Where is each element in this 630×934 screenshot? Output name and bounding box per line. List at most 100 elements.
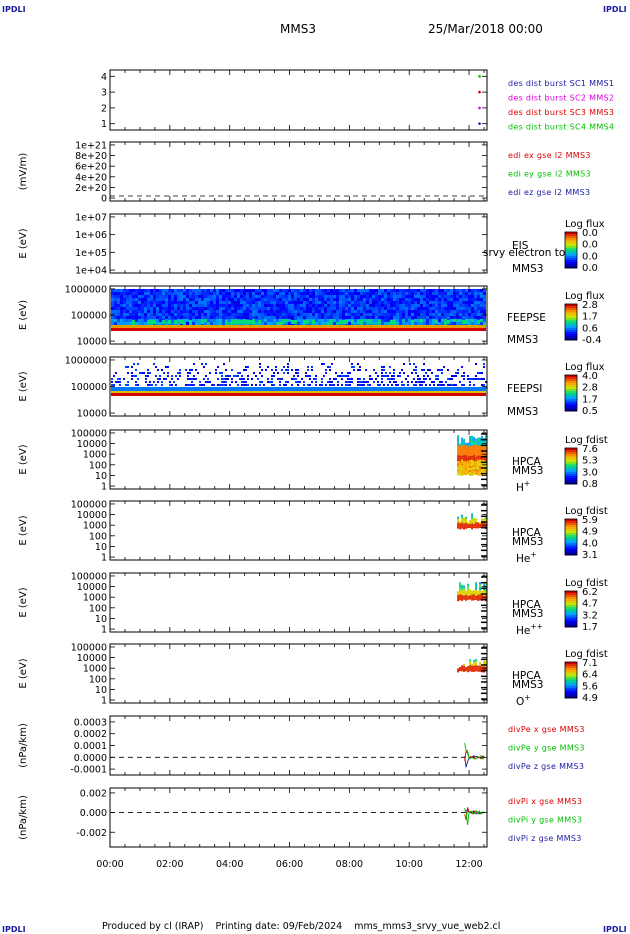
spectrogram-cell (234, 320, 237, 324)
spectrogram-cell (438, 289, 441, 292)
spectrogram-cell (438, 316, 441, 319)
spectrogram-cell (141, 319, 144, 322)
spectrogram-cell (467, 591, 470, 594)
spectrogram-cell (467, 522, 470, 525)
colorbar-cell (565, 607, 577, 610)
spectrogram-cell (207, 304, 210, 307)
spectrogram-cell (475, 444, 478, 447)
spectrogram-cell (231, 369, 233, 371)
spectrogram-cell (163, 372, 165, 374)
spectrogram-cell (405, 310, 408, 313)
spectrogram-cell (330, 313, 333, 316)
spectrogram-cell (273, 301, 276, 304)
spectrogram-cell (237, 375, 239, 377)
spectrogram-cell (333, 378, 335, 380)
spectrogram-cell (471, 596, 474, 599)
spectrogram-cell (197, 372, 199, 374)
spectrogram-cell (467, 375, 469, 377)
spectrogram-cell (471, 467, 474, 470)
spectrogram-cell (483, 584, 486, 587)
spectrogram-cell (225, 381, 227, 383)
spectrogram-cell (411, 307, 414, 310)
spectrogram-cell (351, 363, 353, 365)
spectrogram-cell (471, 310, 474, 313)
overlay-label: srvy electron tof (483, 247, 569, 259)
spectrogram-cell (402, 316, 405, 319)
spectrogram-cell (247, 384, 249, 386)
spectrogram-cell (324, 289, 327, 292)
spectrogram-cell (126, 289, 129, 292)
spectrogram-cell (459, 666, 462, 669)
colorbar-title: Log fdist (565, 435, 608, 446)
spectrogram-cell (450, 301, 453, 304)
spectrogram-cell (240, 304, 243, 307)
y-tick-label: -0.002 (76, 828, 107, 839)
spectrogram-cell (275, 369, 277, 371)
spectrogram-cell (247, 366, 249, 368)
spectrogram-cell (180, 298, 183, 301)
spectrogram-cell (407, 384, 409, 386)
y-tick-label: 2 (101, 103, 107, 114)
spectrogram-cell (477, 526, 480, 529)
spectrogram-cell (264, 301, 267, 304)
spectrogram-cell (141, 292, 144, 295)
colorbar-cell (565, 336, 577, 339)
spectrogram-cell (461, 586, 464, 589)
spectrogram-cell (210, 301, 213, 304)
x-tick-label: 02:00 (156, 859, 183, 870)
spectrogram-cell (279, 313, 282, 316)
spectrogram-cell (432, 292, 435, 295)
spectrogram-cell (111, 381, 113, 383)
legend-entry: divPe z gse MMS3 (508, 762, 584, 771)
y-tick-label: 1000 (83, 664, 107, 675)
spectrogram-cell (426, 289, 429, 292)
spectrogram-cell (348, 298, 351, 301)
spectrogram-cell (225, 313, 228, 316)
spectrogram-cell (186, 298, 189, 301)
spacecraft-label: MMS3 (512, 679, 543, 691)
spectrogram-cell (381, 372, 383, 374)
spectrogram-cell (186, 295, 189, 298)
spectrogram-cell (249, 307, 252, 310)
spectrogram-cell (171, 384, 173, 386)
spectrogram-cell (474, 301, 477, 304)
spectrogram-cell (204, 304, 207, 307)
spectrogram-cell (264, 316, 267, 319)
spectrogram-cell (384, 313, 387, 316)
spectrogram-cell (463, 667, 466, 670)
spectrogram-cell (123, 313, 126, 316)
colorbar-cell (565, 246, 577, 249)
spectrogram-cell (447, 301, 450, 304)
spectrogram-cell (249, 320, 252, 324)
y-tick-label: 1e+04 (75, 266, 107, 277)
spectrogram-cell (261, 316, 264, 319)
spectrogram-cell (333, 292, 336, 295)
spectrogram-cell (467, 456, 470, 459)
spectrogram-cell (391, 375, 393, 377)
spectrogram-cell (435, 304, 438, 307)
spectrogram-cell (159, 304, 162, 307)
spectrogram-cell (411, 292, 414, 295)
spectrogram-cell (161, 369, 163, 371)
spectrogram-cell (475, 464, 478, 467)
spectrogram-cell (372, 289, 375, 292)
spectrogram-cell (465, 594, 468, 597)
spectrogram-cell (246, 307, 249, 310)
colorbar-cell (565, 521, 577, 524)
spectrogram-cell (463, 593, 466, 596)
spectrogram-cell (162, 313, 165, 316)
spectrogram-cell (279, 301, 282, 304)
colorbar-tick-label: 1.7 (582, 622, 598, 633)
spectrogram-cell (477, 524, 480, 527)
spectrogram-cell (483, 522, 486, 525)
spectrogram-cell (189, 316, 192, 319)
spectrogram-cell (375, 295, 378, 298)
spectrogram-cell (467, 470, 470, 473)
spectrogram-cell (168, 295, 171, 298)
colorbar-tick-label: -0.4 (582, 335, 602, 346)
colorbar-cell (565, 248, 577, 251)
spectrogram-cell (261, 319, 264, 322)
spectrogram-cell (485, 591, 488, 594)
spectrogram-cell (357, 298, 360, 301)
